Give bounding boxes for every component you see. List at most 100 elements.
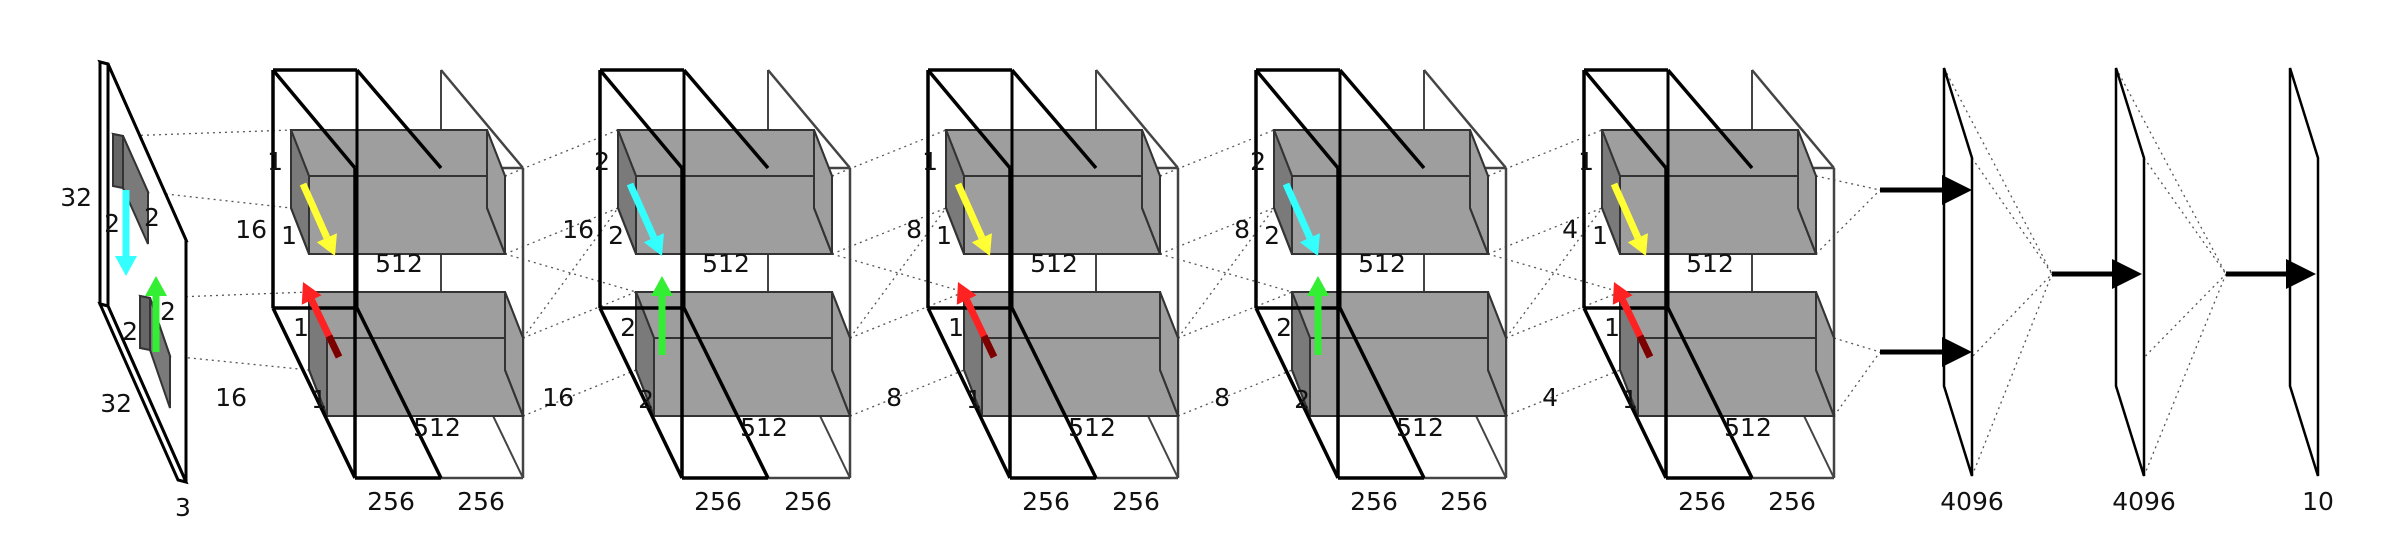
- block-1-dot-e: [504, 253, 637, 293]
- conv-block-5-upper-kernel-a: 1: [1578, 147, 1594, 176]
- conv-block-4-lower-arrow-head: [1307, 276, 1329, 296]
- conv-block-1-height-label: 16: [235, 215, 267, 244]
- conv-block-4-upper-box-outline: [1273, 129, 1490, 255]
- conv-block-3-lower-kernel-b: 1: [966, 385, 982, 414]
- conv-block-5-lower-box: [1618, 291, 1836, 417]
- dense-2-to-hub-dot-2: [2143, 273, 2227, 477]
- conv-block-2-front-top-diag-2: [682, 68, 770, 170]
- block-4-dot-c: [1505, 291, 1621, 339]
- last-block-dot-1: [1815, 175, 1881, 191]
- conv-block-1-front-bottom-diag-2: [355, 307, 443, 479]
- conv-block-5-upper-arrow-head: [1627, 233, 1648, 256]
- conv-block-3-front-top-diag-2: [1010, 68, 1098, 170]
- conv-block-3-upper-arrow: [954, 182, 992, 256]
- conv-block-1-upper-box-front-face: [308, 175, 506, 255]
- conv-block-1-lower-box: [307, 291, 525, 417]
- block-2-dot-c: [849, 291, 965, 339]
- dense-2-to-hub-dot-4: [2115, 273, 2227, 387]
- conv-block-2-front-bottom-diag: [598, 307, 684, 479]
- conv-block-2-lower-box: [634, 291, 852, 417]
- conv-block-4-upper-depth-label: 512: [1358, 249, 1406, 278]
- conv-blocks: 16 16 1 1 512 1 1 512 256 256 16 16 2 2 512 2 2 512 256 256…: [215, 68, 1836, 516]
- input-to-block-1-dot-3: [149, 291, 310, 299]
- conv-block-5-lower-kernel-b: 1: [1622, 385, 1638, 414]
- conv-block-1-upper-box-top-face: [289, 129, 507, 177]
- conv-block-1-lower-depth-label: 512: [413, 413, 461, 442]
- conv-block-1-front-top-diag: [271, 68, 357, 170]
- input-top-kernel-w-label: 2: [144, 203, 160, 232]
- conv-block-1-upper-kernel-a: 1: [267, 147, 283, 176]
- conv-block-5-upper-box-top-face: [1600, 129, 1818, 177]
- input-width-label: 32: [100, 389, 132, 418]
- conv-block-1-front-bottom-diag: [271, 307, 357, 479]
- conv-block-4-upper-arrow-head: [1299, 233, 1320, 256]
- conv-block-3-lower-arrow-head: [956, 282, 977, 305]
- last-block-dot-2: [1815, 189, 1881, 255]
- dense-1-to-hub-dot-2: [1971, 273, 2053, 477]
- conv-block-5-lower-arrow-head: [1612, 282, 1633, 305]
- conv-block-5-upper-arrow-shaft: [1610, 182, 1642, 240]
- conv-block-2-width-right-label: 256: [784, 487, 832, 516]
- input-bottom-arrow-head: [145, 276, 167, 296]
- conv-block-2-upper-arrow-shaft: [626, 182, 658, 240]
- conv-block-5-width-label: 4: [1542, 383, 1558, 412]
- conv-block-4-upper-box-front-face: [1291, 175, 1489, 255]
- input-bottom-kernel-h-label: 2: [122, 317, 138, 346]
- conv-block-4-lower-box-top-face: [1290, 291, 1508, 339]
- conv-block-5-width-right-label: 256: [1768, 487, 1816, 516]
- conv-block-2-lower-arrow-head: [651, 276, 673, 296]
- input-top-kernel-h-label: 2: [104, 209, 120, 238]
- conv-block-3-front-bottom-diag: [926, 307, 1012, 479]
- conv-block-4-upper-arrow-shaft: [1282, 182, 1314, 240]
- dense-layers: 4096 4096 10: [1880, 67, 2334, 516]
- dense-layer-1-plane: [1942, 67, 1974, 477]
- last-block-dot-4: [1833, 351, 1881, 417]
- input-height-label: 32: [60, 183, 92, 212]
- block-1-dot-c: [522, 291, 637, 339]
- dense-layer-2: 4096: [2112, 67, 2176, 516]
- conv-block-1-width-left-label: 256: [367, 487, 415, 516]
- input-top-arrow-head: [115, 256, 137, 276]
- conv-block-2-upper-box-outline: [617, 129, 834, 255]
- conv-block-1-upper-depth-label: 512: [375, 249, 423, 278]
- block-4-dot-e: [1487, 253, 1621, 293]
- conv-block-5-upper-box-front-face: [1619, 175, 1817, 255]
- conv-block-5-front-bottom-diag-2: [1666, 307, 1754, 479]
- conv-block-4-height-label: 8: [1234, 215, 1250, 244]
- conv-block-2-upper-arrow: [626, 182, 664, 256]
- conv-block-4-upper-kernel-a: 2: [1250, 147, 1266, 176]
- conv-block-4-lower-box-outline: [1291, 291, 1508, 417]
- conv-block-3-upper-arrow-head: [971, 233, 992, 256]
- conv-block-4-front-top-diag-2: [1338, 68, 1426, 170]
- block-3-dot-e: [1159, 253, 1293, 293]
- conv-block-2-upper-arrow-head: [643, 233, 664, 256]
- conv-block-5-front-top-diag-2: [1666, 68, 1754, 170]
- input-bottom-kernel-w-label: 2: [160, 297, 176, 326]
- conv-block-3-upper-box-top-face: [944, 129, 1162, 177]
- block-3-dot-d: [1177, 369, 1293, 417]
- input-bottom-edge: [97, 301, 189, 485]
- conv-block-1-upper-box-outline: [290, 129, 507, 255]
- conv-block-1-lower-kernel-b: 1: [311, 385, 327, 414]
- conv-block-3-lower-kernel-a: 1: [948, 313, 964, 342]
- conv-block-1-lower-arrow-head: [301, 282, 322, 305]
- block-3-dot-c: [1177, 291, 1293, 339]
- conv-block-4-lower-box: [1290, 291, 1508, 417]
- conv-block-2-upper-box-top-face: [616, 129, 834, 177]
- conv-block-1: 16 16 1 1 512 1 1 512 256 256: [215, 68, 525, 516]
- conv-block-4-front-bottom-diag: [1254, 307, 1340, 479]
- conv-block-2-upper-kernel-b: 2: [608, 221, 624, 250]
- conv-block-3-width-right-label: 256: [1112, 487, 1160, 516]
- conv-block-1-upper-arrow-shaft: [299, 182, 331, 240]
- conv-block-5-lower-box-top-face: [1618, 291, 1836, 339]
- conv-block-3-upper-depth-label: 512: [1030, 249, 1078, 278]
- conv-block-4-lower-kernel-a: 2: [1276, 313, 1292, 342]
- dense-layer-1: 4096: [1940, 67, 2004, 516]
- conv-block-3-back-top-edge: [1095, 69, 1179, 169]
- input-top-arrow: [115, 190, 137, 276]
- conv-block-1-lower-box-top-face: [307, 291, 525, 339]
- conv-block-4-upper-arrow: [1282, 182, 1320, 256]
- conv-block-2-height-label: 16: [562, 215, 594, 244]
- conv-block-3-lower-arrow-shadow: [980, 334, 998, 359]
